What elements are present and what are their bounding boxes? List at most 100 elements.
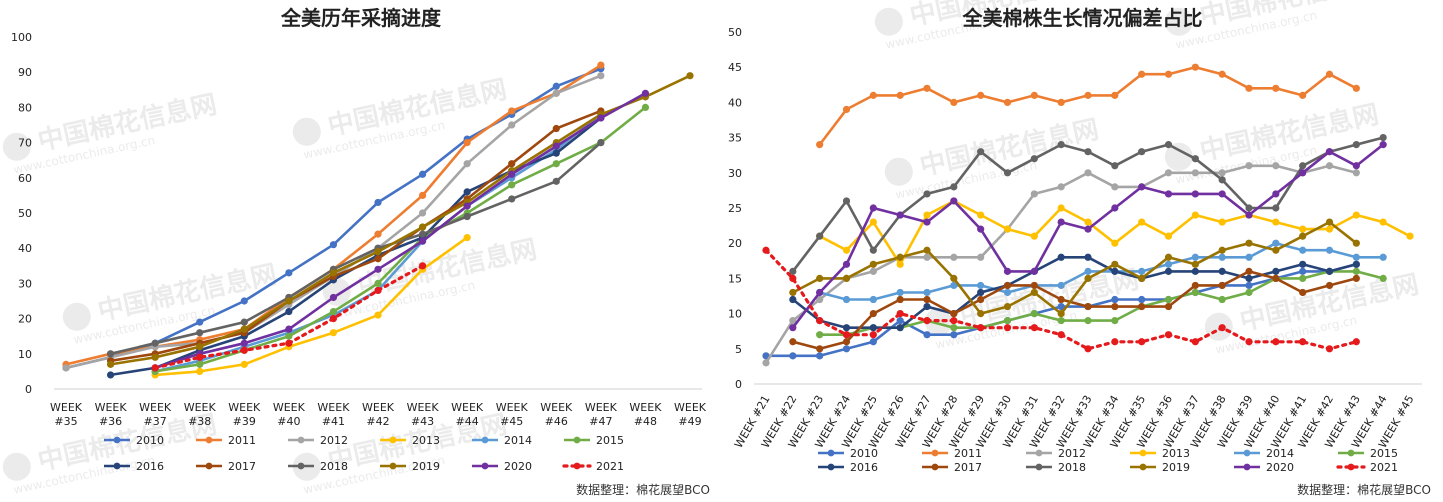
left-point-2011 [463,139,471,147]
left-point-2012 [552,89,560,97]
right-legend-label: 2010 [850,447,878,460]
left-point-2015 [196,360,204,368]
cotton-logo-icon [2,452,31,481]
right-point-2012 [950,253,958,261]
right-legend-label: 2021 [1370,461,1398,474]
left-legend-label: 2019 [412,460,440,473]
right-point-2021 [762,246,770,254]
left-legend-marker [205,462,213,470]
right-point-2019 [1003,302,1012,311]
left-legend-item-2019: 2019 [380,460,440,473]
left-legend-marker [113,436,121,444]
right-point-2012 [1245,162,1253,170]
right-point-2011 [1003,98,1012,106]
right-point-2013 [842,246,851,254]
right-point-2021 [977,324,985,332]
left-x-tick-label: WEEK #38 [184,401,217,428]
right-legend-item-2013: 2013 [1130,447,1190,460]
right-point-2018 [1379,134,1387,142]
right-point-2019 [1057,310,1065,318]
left-legend-label: 2010 [136,434,164,447]
left-point-2012 [597,72,605,80]
left-y-tick-label: 20 [18,313,32,326]
left-x-tick-label: WEEK #45 [496,401,529,428]
left-series-2019 [106,72,694,368]
right-series-line-2017 [792,270,1357,351]
right-point-2013 [1272,218,1280,226]
left-point-2021 [240,346,248,354]
right-legend-item-2015: 2015 [1338,447,1398,460]
left-point-2019 [151,353,159,361]
left-legend-item-2011: 2011 [196,434,256,447]
right-point-2012 [1325,162,1334,170]
right-point-2020 [869,204,877,212]
right-point-2011 [1352,84,1360,92]
left-point-2011 [374,230,382,238]
right-legend-marker [1139,449,1147,457]
right-y-tick-label: 10 [728,308,742,321]
left-x-tick-label: WEEK #36 [95,401,128,428]
left-series-2021 [151,262,427,372]
right-point-2021 [1030,324,1038,332]
left-y-tick-label: 10 [18,348,32,361]
cotton-logo-icon [62,302,91,331]
right-point-2014 [1325,246,1334,254]
right-point-2020 [1084,225,1092,233]
right-point-2020 [1352,162,1360,170]
right-series-2019 [789,218,1360,318]
left-point-2020 [240,339,248,347]
left-point-2019 [686,72,694,80]
right-point-2019 [842,274,851,282]
right-point-2011 [1030,91,1038,99]
left-point-2010 [418,170,427,178]
right-point-2017 [1352,274,1360,282]
right-point-2014 [1272,239,1280,247]
left-point-2010 [374,198,382,207]
left-y-tick-label: 90 [18,66,32,79]
right-point-2021 [842,331,851,339]
right-point-2011 [923,84,931,92]
right-point-2021 [950,317,958,325]
right-point-2021 [1245,338,1253,346]
right-point-2014 [1245,253,1253,261]
right-point-2013 [1191,211,1199,219]
left-y-tick-label: 50 [18,207,32,220]
left-chart-title: 全美历年采摘进度 [281,6,441,30]
right-point-2021 [896,310,904,318]
right-point-2019 [1111,260,1119,268]
right-point-2019 [1138,274,1146,282]
left-point-2012 [62,364,70,372]
right-point-2019 [869,260,877,268]
right-point-2017 [1299,288,1307,297]
left-legend-label: 2012 [320,434,348,447]
right-point-2014 [1164,260,1173,268]
right-point-2017 [816,345,824,353]
right-point-2010 [816,352,824,360]
right-point-2016 [1218,267,1226,275]
right-legend-label: 2012 [1058,447,1086,460]
right-y-tick-label: 20 [728,237,742,250]
left-point-2010 [240,297,248,305]
right-point-2018 [1191,155,1199,163]
right-point-2013 [1299,225,1307,233]
right-point-2021 [1138,338,1146,346]
right-point-2018 [1111,162,1119,170]
left-point-2018 [196,329,204,337]
right-point-2018 [842,197,851,205]
right-point-2019 [816,274,824,282]
right-legend-label: 2014 [1266,447,1294,460]
right-point-2011 [1245,84,1253,92]
left-point-2019 [374,248,382,256]
left-legend-marker [481,462,489,470]
left-legend-item-2016: 2016 [104,460,164,473]
left-x-tick-label: WEEK #42 [362,401,395,428]
right-point-2016 [977,288,985,297]
right-point-2016 [1057,253,1065,261]
right-point-2017 [1164,302,1173,311]
right-point-2017 [896,295,904,304]
left-x-tick-label: WEEK #46 [540,401,573,428]
right-legend-item-2019: 2019 [1130,461,1190,474]
left-point-2017 [552,124,560,133]
left-point-2021 [196,353,204,361]
